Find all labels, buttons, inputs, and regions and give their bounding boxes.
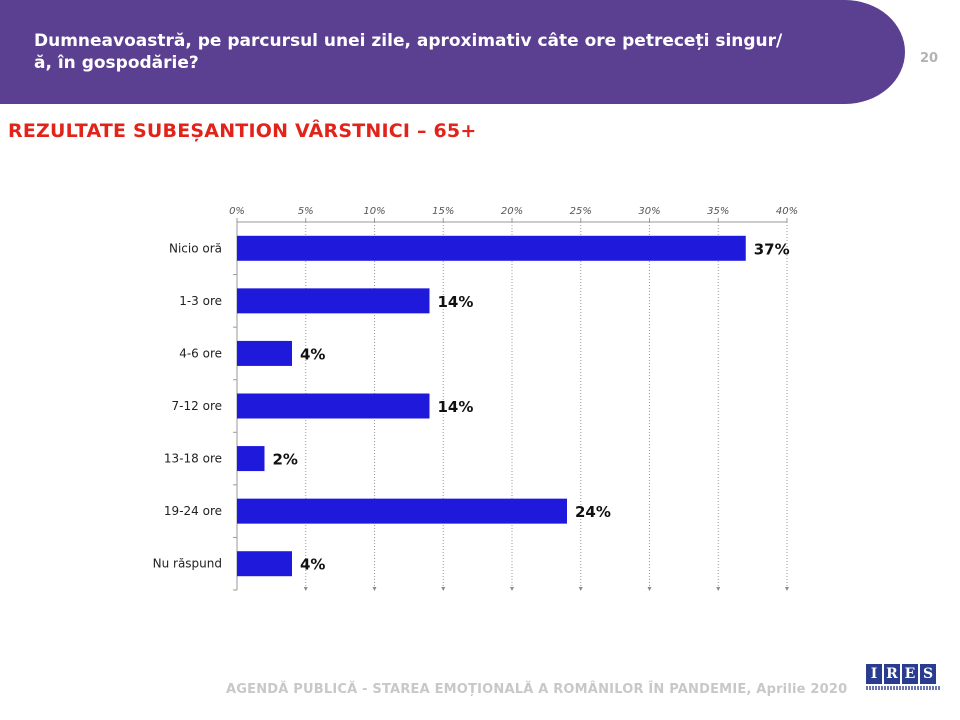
bar: [237, 393, 430, 419]
gridline-arrow: [441, 587, 446, 591]
header-banner: Dumneavoastră, pe parcursul unei zile, a…: [0, 0, 905, 104]
x-tick-label: 0%: [229, 206, 245, 217]
category-label: Nicio oră: [169, 241, 222, 255]
x-tick-label: 5%: [298, 206, 314, 217]
question-text: Dumneavoastră, pe parcursul unei zile, a…: [34, 31, 783, 73]
category-label: 4-6 ore: [179, 346, 222, 360]
data-label: 2%: [273, 451, 298, 469]
gridline-arrow: [372, 587, 377, 591]
page-number: 20: [919, 51, 939, 66]
bar: [237, 340, 292, 366]
chart-subtitle: REZULTATE SUBEȘANTION VÂRSTNICI – 65+: [8, 120, 477, 142]
category-label: Nu răspund: [153, 557, 222, 571]
gridline-arrow: [647, 587, 652, 591]
category-label: 19-24 ore: [164, 504, 222, 518]
gridline-arrow: [303, 587, 308, 591]
data-label: 37%: [754, 240, 790, 258]
data-label: 14%: [438, 398, 474, 416]
bar: [237, 235, 746, 261]
logo-letter: E: [902, 664, 918, 684]
bar: [237, 551, 292, 577]
gridline-arrow: [716, 587, 721, 591]
data-label: 4%: [300, 345, 325, 363]
bar: [237, 288, 430, 314]
x-tick-label: 30%: [638, 206, 660, 217]
category-label: 1-3 ore: [179, 294, 222, 308]
logo-letter: S: [920, 664, 936, 684]
gridline-arrow: [510, 587, 514, 591]
bar: [237, 446, 265, 472]
x-tick-label: 25%: [570, 206, 592, 217]
footer-text: AGENDĂ PUBLICĂ - STAREA EMOȚIONALĂ A ROM…: [226, 682, 848, 697]
x-tick-label: 20%: [501, 206, 523, 217]
data-label: 14%: [438, 293, 474, 311]
x-tick-label: 15%: [432, 206, 454, 217]
ires-logo: I R E S: [866, 664, 936, 684]
x-tick-label: 40%: [776, 206, 798, 217]
logo-tagline-mark: [866, 686, 940, 690]
logo-letter: R: [884, 664, 900, 684]
category-label: 7-12 ore: [172, 399, 222, 413]
data-label: 4%: [300, 556, 325, 574]
x-tick-label: 10%: [363, 206, 385, 217]
gridline-arrow: [785, 587, 789, 591]
data-label: 24%: [575, 503, 611, 521]
bar: [237, 498, 567, 524]
category-label: 13-18 ore: [164, 452, 222, 466]
gridline-arrow: [578, 587, 583, 591]
x-tick-label: 35%: [707, 206, 729, 217]
logo-letter: I: [866, 664, 882, 684]
